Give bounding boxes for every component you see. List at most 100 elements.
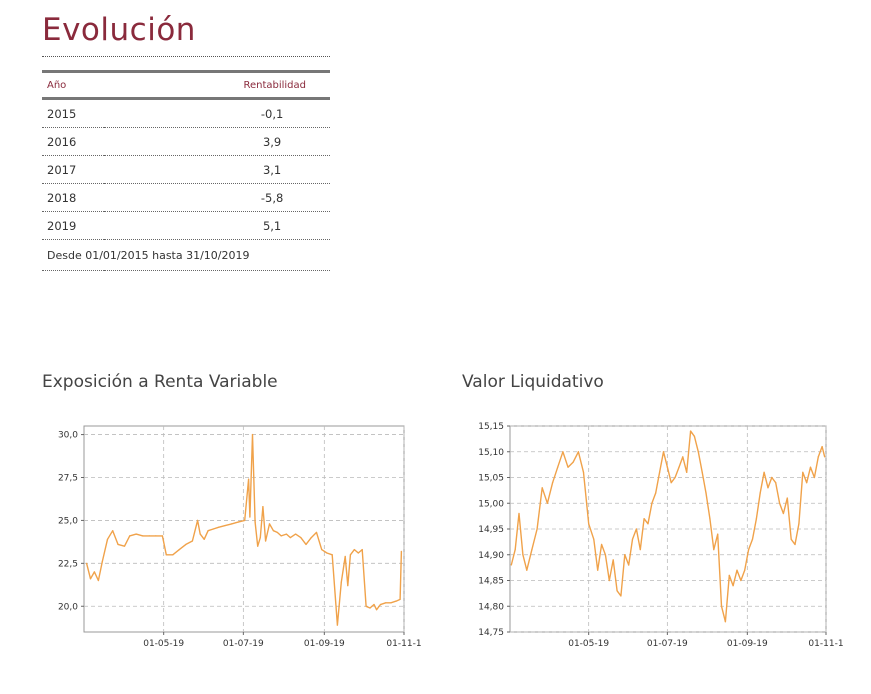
y-tick-label: 14,80: [478, 602, 504, 612]
returns-table: Año Rentabilidad 2015 -0,1 2016 3,9 2017…: [42, 70, 330, 271]
heading-divider: [42, 56, 330, 57]
data-point: [551, 482, 554, 484]
data-point: [369, 607, 371, 609]
data-point: [178, 549, 180, 551]
data-point: [821, 446, 823, 448]
return-cell: -0,1: [104, 98, 330, 128]
data-point: [670, 482, 672, 484]
data-point: [593, 538, 595, 540]
data-point: [276, 531, 278, 534]
data-point: [349, 554, 352, 556]
data-point: [353, 549, 355, 551]
data-point: [572, 461, 574, 463]
data-point: [172, 554, 174, 556]
y-tick-label: 30,0: [58, 431, 78, 441]
data-point: [689, 430, 692, 432]
data-point: [655, 492, 657, 494]
col-return-header: Rentabilidad: [104, 70, 330, 100]
data-point: [259, 536, 261, 539]
data-point: [161, 535, 163, 537]
data-point: [514, 549, 516, 551]
data-point: [379, 603, 382, 606]
data-point: [268, 523, 271, 525]
data-point: [142, 535, 144, 537]
page-heading: Evolución: [42, 12, 196, 48]
data-point: [390, 602, 392, 604]
data-point: [620, 595, 622, 597]
x-tick-label: 01-11-1: [386, 639, 421, 649]
data-point: [237, 521, 239, 523]
data-point: [203, 538, 205, 540]
data-point: [809, 466, 812, 468]
y-tick-label: 15,10: [478, 448, 504, 458]
data-point: [165, 554, 167, 556]
data-point: [588, 523, 590, 525]
data-point: [546, 502, 549, 504]
data-point: [365, 605, 367, 607]
table-row: 2017 3,1: [42, 155, 330, 184]
data-point: [608, 579, 610, 582]
data-point: [305, 543, 307, 546]
data-point: [647, 523, 649, 525]
data-point: [635, 528, 638, 530]
data-point: [254, 521, 256, 523]
data-point: [740, 579, 742, 582]
data-point: [395, 600, 397, 602]
data-point: [522, 554, 524, 556]
data-point: [148, 535, 150, 537]
data-point: [518, 512, 520, 515]
data-point: [755, 518, 757, 520]
data-point: [678, 466, 680, 468]
data-point: [357, 552, 359, 554]
data-point: [280, 535, 282, 537]
data-point: [794, 543, 796, 546]
data-point: [686, 471, 688, 473]
y-tick-label: 15,05: [478, 474, 504, 484]
data-point: [616, 590, 618, 592]
data-point: [207, 530, 209, 532]
year-cell: 2017: [42, 155, 105, 184]
data-point: [185, 543, 187, 546]
data-point: [262, 506, 264, 508]
return-cell: 5,1: [104, 211, 330, 240]
data-point: [724, 621, 726, 623]
data-point: [123, 545, 126, 547]
data-point: [701, 471, 703, 473]
data-point: [526, 569, 528, 571]
data-point: [771, 476, 773, 479]
data-point: [790, 538, 792, 540]
data-point: [662, 451, 665, 453]
data-point: [191, 540, 194, 542]
data-point: [628, 564, 630, 566]
data-point: [400, 550, 402, 552]
data-point: [720, 605, 723, 607]
data-point: [217, 526, 220, 528]
data-point: [697, 451, 699, 453]
data-point: [285, 533, 288, 535]
data-point: [705, 492, 707, 494]
data-point: [775, 482, 777, 484]
y-tick-label: 14,95: [478, 525, 504, 535]
y-tick-label: 20,0: [58, 602, 78, 612]
x-tick-label: 01-09-19: [304, 639, 345, 649]
data-point: [767, 487, 769, 489]
data-point: [666, 466, 668, 468]
y-tick-label: 15,15: [478, 422, 504, 432]
data-point: [129, 535, 131, 537]
data-point: [300, 536, 302, 539]
data-point: [778, 502, 781, 504]
data-point: [93, 571, 96, 573]
return-cell: 3,1: [104, 155, 330, 184]
data-point: [361, 549, 363, 551]
col-year-header: Año: [42, 70, 105, 100]
data-point: [748, 549, 750, 551]
data-point: [786, 497, 788, 499]
data-point: [264, 540, 267, 542]
data-point: [557, 466, 559, 468]
data-point: [331, 554, 333, 556]
data-point: [806, 482, 808, 484]
data-point: [251, 433, 254, 436]
data-point: [336, 624, 338, 626]
data-point: [717, 533, 719, 535]
